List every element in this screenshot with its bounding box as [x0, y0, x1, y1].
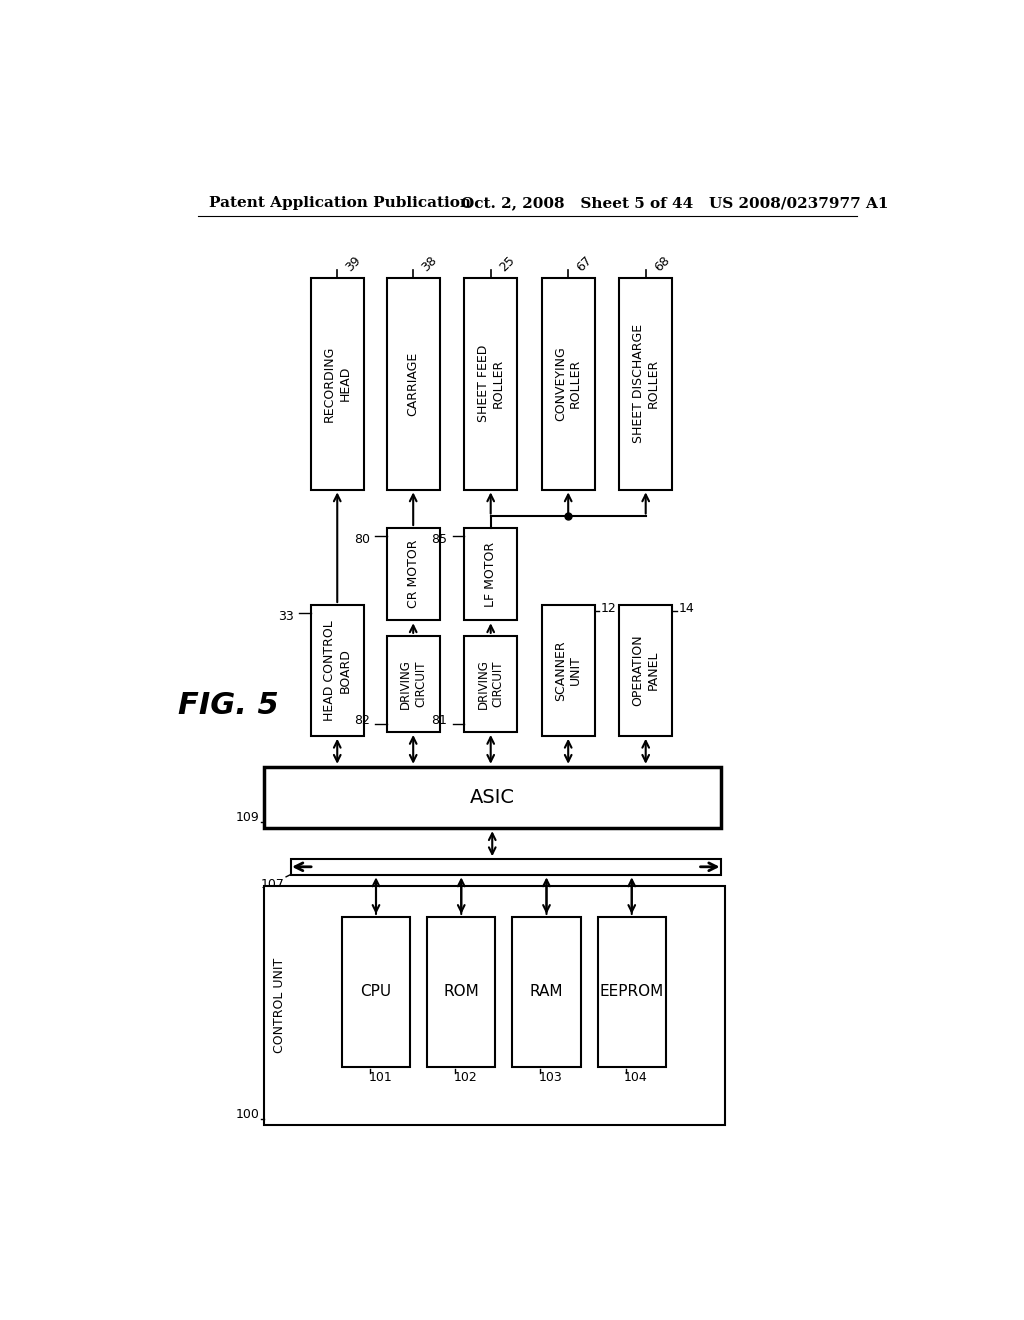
Text: RAM: RAM	[529, 985, 563, 999]
Bar	[427, 917, 496, 1067]
Text: FIG. 5: FIG. 5	[178, 690, 280, 719]
Bar	[342, 917, 410, 1067]
Bar	[512, 917, 581, 1067]
Bar	[387, 636, 439, 733]
Text: CPU: CPU	[360, 985, 391, 999]
Text: 103: 103	[539, 1071, 562, 1084]
Bar	[464, 277, 517, 490]
Text: 107: 107	[261, 878, 285, 891]
Bar	[620, 277, 672, 490]
Text: CR MOTOR: CR MOTOR	[407, 540, 420, 609]
Bar	[263, 886, 725, 1125]
Bar	[387, 528, 439, 620]
Bar	[387, 277, 439, 490]
Text: SCANNER
UNIT: SCANNER UNIT	[554, 640, 583, 701]
Text: DRIVING
CIRCUIT: DRIVING CIRCUIT	[399, 659, 427, 709]
Text: OPERATION
PANEL: OPERATION PANEL	[632, 635, 659, 706]
Text: 104: 104	[624, 1071, 648, 1084]
Bar	[464, 636, 517, 733]
Text: 12: 12	[601, 602, 616, 615]
Text: 38: 38	[420, 253, 440, 275]
Text: HEAD CONTROL
BOARD: HEAD CONTROL BOARD	[324, 620, 351, 721]
Bar	[263, 767, 721, 829]
Text: 102: 102	[454, 1071, 477, 1084]
Bar	[620, 605, 672, 737]
Text: ASIC: ASIC	[470, 788, 515, 807]
Text: Patent Application Publication: Patent Application Publication	[209, 197, 471, 210]
Text: 14: 14	[678, 602, 694, 615]
Text: 100: 100	[236, 1107, 260, 1121]
Text: LF MOTOR: LF MOTOR	[484, 541, 498, 607]
Text: 85: 85	[431, 533, 447, 546]
Text: SHEET FEED
ROLLER: SHEET FEED ROLLER	[477, 345, 505, 422]
Text: SHEET DISCHARGE
ROLLER: SHEET DISCHARGE ROLLER	[632, 325, 659, 444]
Text: 109: 109	[236, 812, 260, 825]
Text: 82: 82	[354, 714, 370, 727]
Text: 80: 80	[354, 533, 370, 546]
Text: 67: 67	[574, 253, 595, 275]
Text: 81: 81	[431, 714, 447, 727]
Text: RECORDING
HEAD: RECORDING HEAD	[324, 346, 351, 422]
Text: 33: 33	[279, 610, 294, 623]
Text: 39: 39	[343, 253, 364, 275]
Text: 68: 68	[652, 253, 673, 275]
Text: CONVEYING
ROLLER: CONVEYING ROLLER	[554, 346, 583, 421]
Text: 25: 25	[497, 253, 517, 275]
Bar	[598, 917, 666, 1067]
Bar	[311, 277, 364, 490]
Text: ROM: ROM	[443, 985, 479, 999]
Text: DRIVING
CIRCUIT: DRIVING CIRCUIT	[477, 659, 505, 709]
Bar	[291, 859, 721, 874]
Bar	[311, 605, 364, 737]
Bar	[464, 528, 517, 620]
Text: CONTROL UNIT: CONTROL UNIT	[272, 958, 286, 1053]
Text: EEPROM: EEPROM	[600, 985, 664, 999]
Text: US 2008/0237977 A1: US 2008/0237977 A1	[710, 197, 889, 210]
Bar	[542, 605, 595, 737]
Text: Oct. 2, 2008   Sheet 5 of 44: Oct. 2, 2008 Sheet 5 of 44	[461, 197, 693, 210]
Bar	[542, 277, 595, 490]
Text: CARRIAGE: CARRIAGE	[407, 351, 420, 416]
Text: 101: 101	[369, 1071, 392, 1084]
